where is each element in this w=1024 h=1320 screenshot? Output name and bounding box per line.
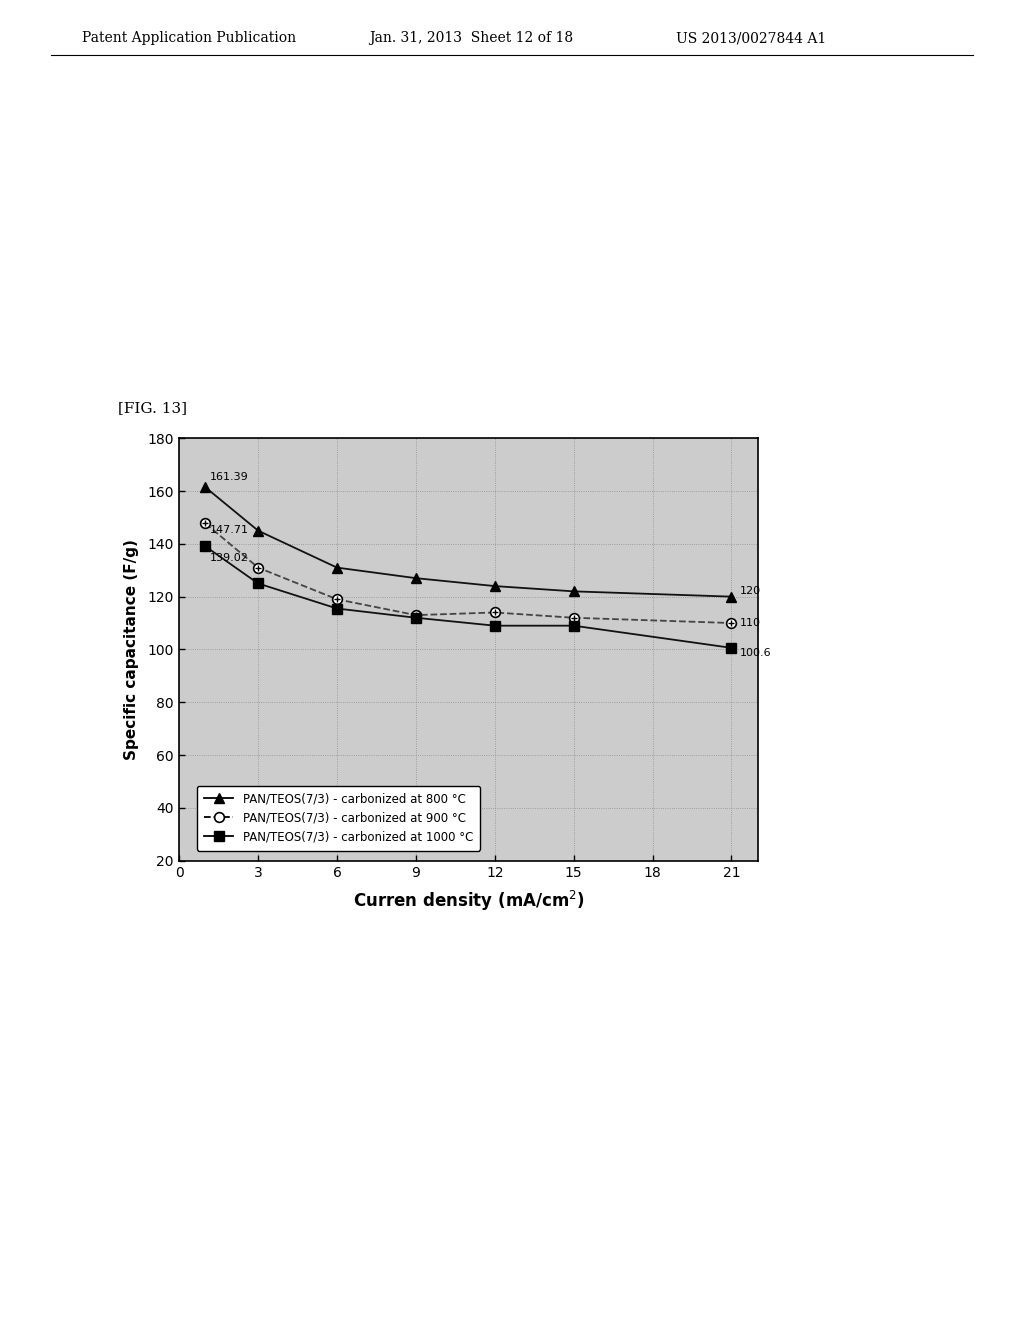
- Text: Jan. 31, 2013  Sheet 12 of 18: Jan. 31, 2013 Sheet 12 of 18: [369, 32, 572, 45]
- Text: 110: 110: [739, 618, 761, 628]
- Legend: PAN/TEOS(7/3) - carbonized at 800 °C, PAN/TEOS(7/3) - carbonized at 900 °C, PAN/: PAN/TEOS(7/3) - carbonized at 800 °C, PA…: [197, 785, 480, 850]
- Text: 139.02: 139.02: [210, 553, 248, 564]
- Text: Patent Application Publication: Patent Application Publication: [82, 32, 296, 45]
- Text: 120: 120: [739, 586, 761, 597]
- Text: 161.39: 161.39: [210, 471, 248, 482]
- Text: [FIG. 13]: [FIG. 13]: [118, 401, 186, 414]
- Text: 100.6: 100.6: [739, 648, 771, 659]
- Text: 147.71: 147.71: [210, 525, 249, 536]
- Text: US 2013/0027844 A1: US 2013/0027844 A1: [676, 32, 826, 45]
- X-axis label: Curren density (mA/cm$^2$): Curren density (mA/cm$^2$): [352, 888, 585, 912]
- Y-axis label: Specific capacitance (F/g): Specific capacitance (F/g): [124, 539, 139, 760]
